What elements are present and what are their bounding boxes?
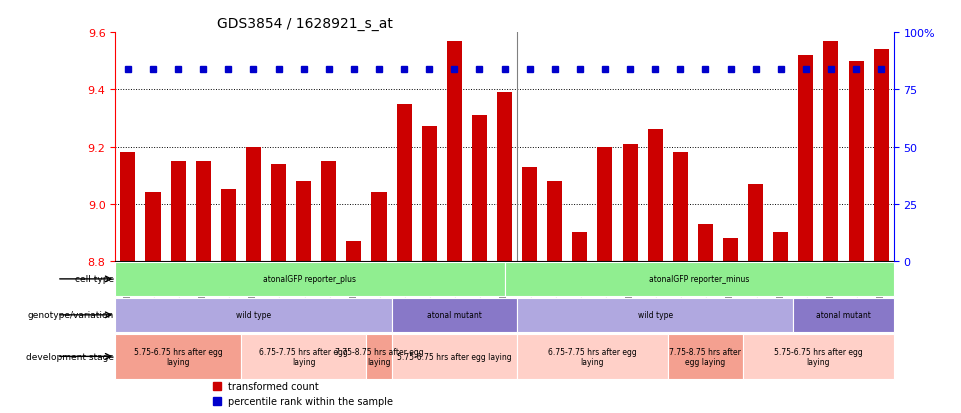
Bar xyxy=(648,130,663,261)
Bar xyxy=(668,334,743,379)
Bar xyxy=(391,334,517,379)
Bar xyxy=(774,233,788,261)
Bar xyxy=(743,334,894,379)
Bar xyxy=(422,127,436,261)
Bar xyxy=(115,298,391,332)
Text: atonalGFP reporter_minus: atonalGFP reporter_minus xyxy=(649,275,750,284)
Bar xyxy=(547,181,562,261)
Text: percentile rank within the sample: percentile rank within the sample xyxy=(228,396,393,406)
Text: transformed count: transformed count xyxy=(228,381,319,391)
Bar xyxy=(623,144,637,261)
Bar xyxy=(517,334,668,379)
Bar xyxy=(723,238,738,261)
Text: genotype/variation: genotype/variation xyxy=(28,311,113,320)
Text: 5.75-6.75 hrs after egg
laying: 5.75-6.75 hrs after egg laying xyxy=(134,347,222,366)
Bar xyxy=(221,190,235,261)
Bar xyxy=(472,116,487,261)
Text: 5.75-6.75 hrs after egg laying: 5.75-6.75 hrs after egg laying xyxy=(397,352,511,361)
Bar xyxy=(598,147,612,261)
Bar xyxy=(573,233,587,261)
Bar xyxy=(115,334,241,379)
Bar xyxy=(698,224,713,261)
Bar xyxy=(271,164,286,261)
Bar xyxy=(849,62,864,261)
Bar xyxy=(241,334,366,379)
Bar xyxy=(673,153,688,261)
Text: 7.75-8.75 hrs after egg
laying: 7.75-8.75 hrs after egg laying xyxy=(334,347,423,366)
Bar xyxy=(824,42,839,261)
Bar xyxy=(296,181,311,261)
Bar xyxy=(321,161,336,261)
Bar xyxy=(497,93,512,261)
Text: 7.75-8.75 hrs after
egg laying: 7.75-8.75 hrs after egg laying xyxy=(670,347,741,366)
Bar xyxy=(120,153,136,261)
Text: 6.75-7.75 hrs after egg
laying: 6.75-7.75 hrs after egg laying xyxy=(259,347,348,366)
Bar xyxy=(366,334,391,379)
Bar xyxy=(196,161,210,261)
Text: 5.75-6.75 hrs after egg
laying: 5.75-6.75 hrs after egg laying xyxy=(774,347,863,366)
Bar xyxy=(874,50,889,261)
Bar xyxy=(517,298,793,332)
Text: atonal mutant: atonal mutant xyxy=(427,311,481,320)
Bar xyxy=(748,184,763,261)
Text: atonalGFP reporter_plus: atonalGFP reporter_plus xyxy=(263,275,357,284)
Bar xyxy=(170,161,185,261)
Text: wild type: wild type xyxy=(235,311,271,320)
Text: atonal mutant: atonal mutant xyxy=(816,311,871,320)
Text: development stage: development stage xyxy=(26,352,113,361)
Bar xyxy=(391,298,517,332)
Bar xyxy=(246,147,261,261)
Bar xyxy=(115,262,505,297)
Bar xyxy=(505,262,894,297)
Text: cell type: cell type xyxy=(75,275,113,284)
Text: wild type: wild type xyxy=(637,311,673,320)
Bar xyxy=(522,167,537,261)
Text: GDS3854 / 1628921_s_at: GDS3854 / 1628921_s_at xyxy=(216,17,392,31)
Bar xyxy=(447,42,462,261)
Bar xyxy=(799,56,813,261)
Bar xyxy=(145,193,160,261)
Bar xyxy=(793,298,894,332)
Text: 6.75-7.75 hrs after egg
laying: 6.75-7.75 hrs after egg laying xyxy=(548,347,637,366)
Bar xyxy=(397,104,411,261)
Bar xyxy=(346,241,361,261)
Bar xyxy=(372,193,386,261)
